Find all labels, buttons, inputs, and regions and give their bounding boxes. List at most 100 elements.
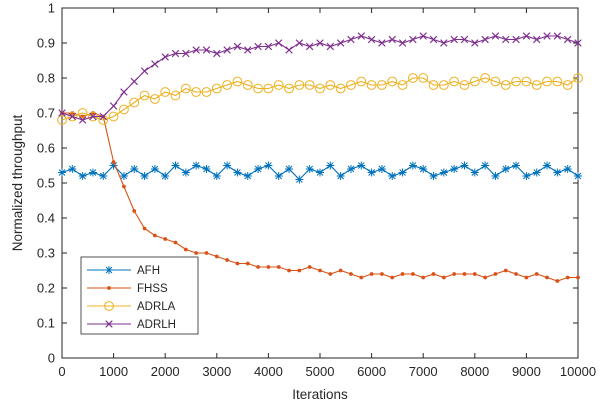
circle-marker (57, 115, 67, 125)
y-axis-title: Normalized throughput (10, 114, 25, 251)
legend-label: ADRLA (137, 301, 176, 313)
asterisk-marker (89, 169, 97, 176)
circle-marker (469, 76, 480, 87)
x-marker (109, 102, 118, 110)
asterisk-marker (399, 169, 406, 176)
x-marker (398, 39, 407, 47)
asterisk-marker (285, 165, 293, 173)
asterisk-marker (161, 172, 169, 180)
dot-marker (266, 265, 271, 269)
dot-marker (483, 275, 488, 280)
y-tick-label: 0.2 (37, 281, 55, 296)
asterisk-marker (223, 162, 231, 169)
x-tick-label: 7000 (409, 364, 438, 379)
x-marker (533, 35, 541, 44)
circle-marker (98, 115, 109, 125)
dot-marker (297, 268, 302, 273)
x-marker (58, 109, 66, 117)
dot-marker (256, 265, 260, 269)
dot-marker (276, 265, 281, 269)
asterisk-marker (203, 165, 210, 173)
dot-marker (380, 272, 384, 276)
x-marker (388, 35, 396, 44)
x-tick-label: 5000 (306, 364, 335, 379)
x-marker (285, 46, 293, 54)
x-marker (450, 35, 458, 44)
circle-marker (201, 87, 212, 97)
y-tick-label: 0.5 (37, 176, 55, 191)
circle-marker (562, 80, 573, 90)
x-tick-label: 9000 (512, 364, 541, 379)
asterisk-marker (58, 169, 66, 176)
circle-marker (263, 83, 274, 94)
asterisk-marker (440, 169, 448, 176)
circle-marker (418, 73, 429, 83)
circle-marker (366, 80, 377, 90)
circle-marker (356, 76, 367, 87)
dot-marker (369, 272, 374, 276)
x-marker (68, 112, 77, 121)
x-tick-label: 6000 (357, 364, 386, 379)
asterisk-marker (326, 162, 334, 169)
x-marker (409, 35, 417, 44)
dot-marker (390, 275, 395, 280)
legend-label: FHSS (137, 283, 168, 295)
x-marker (254, 42, 262, 51)
asterisk-marker (471, 169, 479, 176)
asterisk-marker (357, 162, 365, 169)
dot-marker (359, 275, 364, 280)
circle-marker (139, 90, 150, 101)
asterisk-marker (419, 165, 427, 173)
asterisk-marker (430, 172, 437, 180)
asterisk-marker (450, 165, 458, 173)
x-marker (130, 77, 138, 86)
x-marker (440, 39, 448, 47)
x-marker (275, 39, 283, 47)
x-marker (563, 35, 572, 44)
asterisk-marker (533, 169, 541, 176)
x-marker (140, 67, 149, 75)
x-marker (347, 35, 355, 44)
x-tick-label: 10000 (560, 364, 596, 379)
x-marker (419, 32, 427, 40)
asterisk-marker (192, 162, 200, 169)
x-marker (202, 46, 211, 54)
x-marker (574, 39, 582, 47)
dot-marker (400, 272, 405, 276)
y-tick-label: 0.8 (37, 71, 55, 86)
dot-marker (338, 268, 343, 273)
x-marker (367, 35, 376, 44)
dot-marker (173, 240, 178, 245)
x-marker (481, 35, 489, 44)
circle-marker (149, 94, 160, 104)
x-marker (264, 42, 273, 51)
asterisk-marker (105, 266, 113, 274)
x-marker (105, 320, 113, 328)
circle-marker (304, 80, 315, 90)
asterisk-marker (213, 172, 221, 180)
x-tick-label: 3000 (202, 364, 231, 379)
dot-marker (163, 237, 168, 241)
legend: AFH FHSS ADRLA ADRLH (80, 256, 199, 335)
y-tick-label: 1 (48, 1, 55, 16)
dot-marker (421, 275, 426, 280)
dot-marker (493, 272, 498, 276)
dot-marker (431, 272, 436, 276)
circle-marker (397, 80, 408, 90)
dot-marker (576, 275, 580, 280)
asterisk-marker (296, 176, 303, 183)
circle-marker (108, 111, 119, 122)
series-adrlh (58, 32, 582, 124)
legend-item: FHSS (87, 283, 168, 295)
asterisk-marker (347, 165, 355, 173)
circle-marker (315, 83, 325, 94)
y-tick-label: 0.1 (37, 316, 55, 331)
x-marker (357, 32, 365, 40)
x-marker (429, 35, 438, 44)
circle-marker (335, 83, 346, 94)
circle-marker (521, 76, 532, 87)
x-marker (171, 49, 180, 58)
circle-marker (387, 76, 398, 87)
x-marker (460, 35, 469, 44)
x-tick-label: 0 (58, 364, 65, 379)
